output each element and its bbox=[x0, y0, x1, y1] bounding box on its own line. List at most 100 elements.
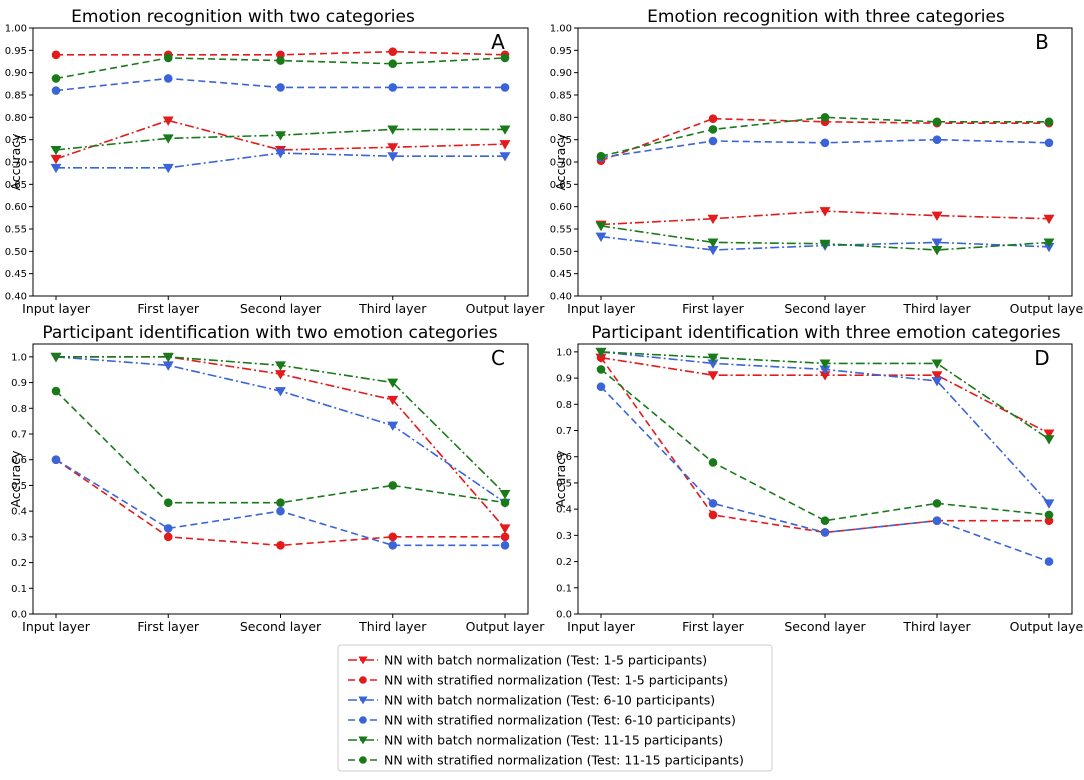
legend-marker bbox=[358, 656, 368, 665]
series-line bbox=[51, 455, 510, 550]
series-line bbox=[51, 53, 510, 83]
data-point bbox=[595, 347, 607, 358]
panel-letter: D bbox=[1034, 346, 1049, 370]
data-point bbox=[500, 532, 510, 542]
y-tick-label: 0.70 bbox=[550, 158, 572, 169]
data-point bbox=[162, 163, 174, 174]
x-tick-label: Second layer bbox=[240, 619, 322, 634]
x-tick-label: First layer bbox=[137, 619, 200, 634]
y-axis-label: Accuracy bbox=[8, 133, 23, 191]
legend-entry: NN with batch normalization (Test: 1-5 p… bbox=[348, 653, 707, 668]
data-point bbox=[387, 143, 399, 153]
legend-label: NN with stratified normalization (Test: … bbox=[384, 713, 736, 728]
legend-entry: NN with stratified normalization (Test: … bbox=[348, 673, 728, 688]
data-point bbox=[388, 59, 398, 69]
data-point bbox=[1044, 557, 1054, 566]
y-tick-label: 0.7 bbox=[556, 426, 572, 437]
series-path bbox=[600, 116, 1049, 157]
data-point bbox=[387, 395, 399, 406]
y-tick-label: 0.95 bbox=[5, 46, 27, 57]
x-tick-label: First layer bbox=[682, 301, 745, 316]
data-point bbox=[162, 116, 174, 126]
data-point bbox=[500, 498, 510, 507]
y-axis-label: Accuracy bbox=[553, 133, 568, 191]
y-tick-label: 0.2 bbox=[556, 557, 572, 568]
data-point bbox=[275, 361, 286, 371]
data-point bbox=[500, 83, 510, 92]
data-point bbox=[820, 138, 830, 148]
data-point bbox=[275, 149, 286, 159]
data-point bbox=[163, 524, 173, 533]
data-point bbox=[388, 47, 398, 56]
legend-marker bbox=[358, 696, 368, 705]
data-point bbox=[819, 207, 831, 217]
data-point bbox=[387, 152, 399, 162]
data-point bbox=[820, 528, 830, 537]
y-tick-label: 1.00 bbox=[5, 24, 27, 35]
data-point bbox=[819, 359, 831, 369]
data-point bbox=[499, 125, 511, 135]
y-tick-label: 0.4 bbox=[556, 505, 572, 516]
series-line bbox=[50, 125, 511, 156]
panel-letter: A bbox=[491, 30, 505, 54]
data-point bbox=[1043, 499, 1055, 509]
axes-frame bbox=[32, 343, 529, 615]
y-tick-label: 0.40 bbox=[550, 292, 572, 303]
data-point bbox=[932, 499, 942, 508]
panel-a: Emotion recognition with two categories 0… bbox=[5, 7, 545, 316]
data-point bbox=[500, 541, 510, 550]
y-tick-label: 0.1 bbox=[556, 583, 572, 594]
data-point bbox=[275, 387, 286, 397]
data-point bbox=[499, 524, 511, 534]
y-tick-label: 0.40 bbox=[5, 292, 27, 303]
series-line bbox=[596, 135, 1054, 162]
x-tick-label: Second layer bbox=[240, 301, 322, 316]
data-point bbox=[1043, 214, 1055, 225]
data-point bbox=[932, 516, 942, 525]
y-tick-label: 0.5 bbox=[11, 481, 27, 492]
series-line bbox=[595, 207, 1055, 230]
y-tick-label: 1.00 bbox=[550, 24, 572, 35]
panel-letter: B bbox=[1035, 30, 1049, 54]
data-point bbox=[708, 510, 718, 520]
legend-label: NN with stratified normalization (Test: … bbox=[384, 753, 744, 768]
data-point bbox=[708, 125, 718, 134]
data-point bbox=[1043, 429, 1055, 439]
data-point bbox=[931, 377, 943, 387]
data-point bbox=[708, 499, 718, 508]
legend-frame bbox=[337, 644, 773, 772]
legend-marker bbox=[358, 736, 368, 745]
data-point bbox=[931, 246, 943, 256]
axes-frame bbox=[577, 343, 1073, 615]
y-axis-label: Accuracy bbox=[553, 450, 568, 508]
data-point bbox=[275, 131, 286, 141]
x-tick-label: Third layer bbox=[358, 301, 427, 316]
series-line bbox=[50, 352, 511, 500]
y-tick-label: 0.50 bbox=[5, 247, 27, 258]
data-point bbox=[596, 151, 606, 161]
data-point bbox=[1044, 138, 1054, 148]
data-point bbox=[708, 114, 718, 123]
y-tick-label: 0.4 bbox=[11, 507, 27, 518]
y-tick-label: 1.0 bbox=[556, 347, 572, 358]
y-tick-label: 0.8 bbox=[11, 404, 27, 415]
data-point bbox=[50, 154, 62, 165]
legend-entry: NN with batch normalization (Test: 6-10 … bbox=[348, 693, 715, 708]
data-point bbox=[51, 50, 61, 60]
data-point bbox=[51, 74, 61, 83]
series-path bbox=[55, 390, 506, 504]
panel-b: Emotion recognition with three categorie… bbox=[550, 7, 1084, 316]
x-tick-label: Third layer bbox=[358, 619, 427, 634]
data-point bbox=[388, 532, 398, 542]
data-point bbox=[163, 74, 173, 83]
data-point bbox=[276, 83, 285, 92]
data-point bbox=[50, 145, 62, 156]
y-tick-label: 0.65 bbox=[550, 180, 572, 191]
series-line bbox=[50, 149, 511, 174]
data-point bbox=[162, 352, 174, 363]
data-point bbox=[163, 532, 173, 542]
data-point bbox=[820, 516, 830, 525]
series-path bbox=[600, 357, 1049, 534]
data-point bbox=[276, 506, 285, 516]
panels-layer: Emotion recognition with two categories 0… bbox=[5, 7, 1084, 634]
